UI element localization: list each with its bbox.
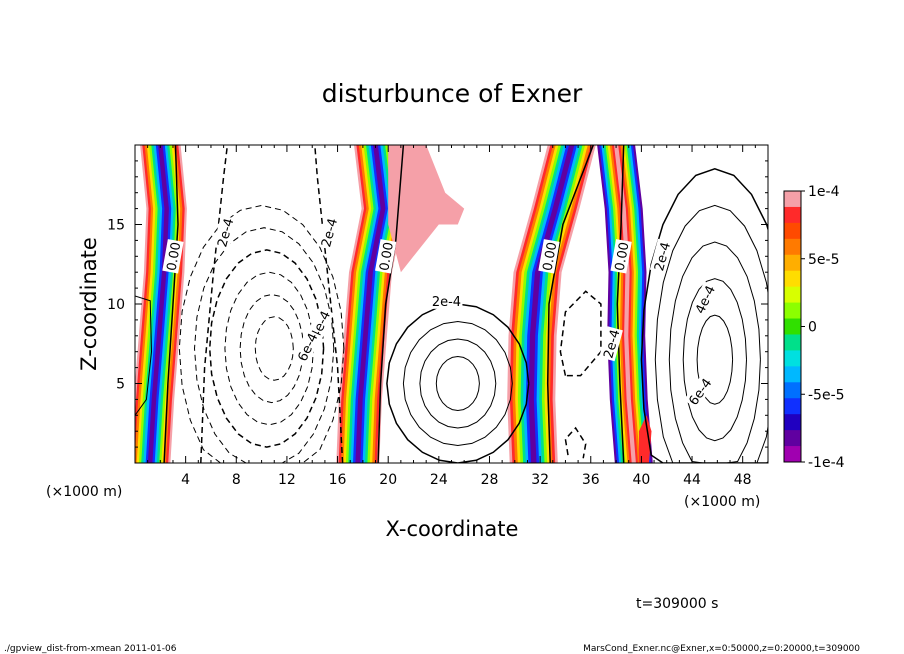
contour-label: 0.00 [377,241,397,272]
colorbar-segment [784,366,801,383]
colorbar-tick-label: 1e-4 [808,184,840,200]
colorbar-segment [784,254,801,272]
z-unit-label: (×1000 m) [684,494,760,510]
contour-label-bg [599,326,623,362]
contour-label: 0.00 [613,241,633,272]
contour-line [668,241,761,463]
x-unit-label: (×1000 m) [46,484,122,500]
contour-label-bg [430,292,463,309]
x-tick-label: 16 [329,472,347,488]
contour-label: 2e-4 [215,217,237,249]
contour-line [682,278,747,442]
exner-color-band [147,145,169,463]
colorbar-tick-label: 0 [808,320,817,336]
contour-line [559,290,602,377]
y-axis-label: Z-coordinate [77,237,101,371]
exner-color-band [523,145,580,463]
contour-label-bg [690,281,719,318]
contour-line [200,145,229,463]
colorbar-tick-label: -1e-4 [808,455,845,471]
contour-line [640,168,768,463]
contour-line [377,145,405,463]
colorbar: 1e-4 5e-5 0 -5e-5 -1e-4 [783,184,845,471]
footer-left: ./gpview_dist-from-xmean 2011-01-06 [4,644,177,654]
contour-line [696,314,734,405]
contour-label-bg [162,239,184,274]
contour-line [254,316,294,381]
x-axis-label: X-coordinate [386,517,519,541]
contour-line [208,249,325,448]
colorbar-segment [784,446,801,463]
z-tick-label: 15 [107,218,125,234]
contour-line [435,355,480,412]
colorbar-segment [784,191,801,208]
contour-label: 2e-4 [601,328,623,360]
exner-color-band [355,145,386,463]
x-tick-label: 24 [430,472,448,488]
colorbar-tick-label: -5e-5 [808,387,845,403]
x-tick-label: 4 [181,472,190,488]
x-tick-label: 36 [582,472,600,488]
contour-label: 0.00 [165,241,185,272]
contour-label-bg [375,239,397,274]
x-tick-label: 44 [683,472,701,488]
contour-line [402,320,513,447]
contour-label: 2e-4 [319,217,341,249]
contour-label: 0.00 [541,241,561,272]
contour-label-bg [538,239,560,274]
x-tick-label: 32 [531,472,549,488]
time-label: t=309000 s [636,596,718,612]
contour-line [616,145,625,463]
x-tick-label: 8 [232,472,241,488]
colorbar-segment [784,286,801,304]
colorbar-segment [784,238,801,256]
colorbar-segment [784,414,801,431]
contour-line [419,338,497,429]
x-tick-label: 28 [481,472,499,488]
exner-color-band [528,145,575,463]
x-tick-label: 12 [278,472,296,488]
z-tick-label: 5 [116,377,125,393]
colorbar-segment [784,270,801,288]
contour-label-bg [683,373,716,410]
x-tick-label: 20 [379,472,397,488]
colorbar-segment [784,382,801,399]
colorbar-segment [784,350,801,367]
colorbar-segment [784,398,801,415]
colorbar-segment [784,302,801,320]
contour-line [386,303,530,463]
colorbar-segment [784,334,801,351]
contour-line [239,293,304,404]
colorbar-segment [784,430,801,447]
x-tick-label: 48 [734,472,752,488]
footer-right: MarsCond_Exner.nc@Exner,x=0:50000,z=0:20… [583,644,860,654]
exner-color-band [614,145,636,463]
contour-label: 2e-4 [652,241,674,273]
exner-color-band [388,145,465,273]
contour-line [654,204,768,463]
contour-line [546,145,595,463]
x-tick-label: 40 [632,472,650,488]
contour-line [224,271,314,426]
contour-line [178,204,345,463]
colorbar-segment [784,206,801,224]
chart-title: disturbunce of Exner [322,79,583,108]
contour-label-bg [293,329,322,365]
contour-line [314,145,344,463]
z-tick-label: 10 [107,297,125,313]
contour-label: 2e-4 [432,295,461,310]
contour-label-bg [213,214,237,250]
colorbar-segment [784,318,801,335]
contour-line [163,145,179,463]
contour-field [135,145,768,463]
contour-line [193,227,335,463]
contour-line [564,426,587,459]
contour-label-bg [610,239,632,274]
exner-color-band [638,415,652,463]
contour-line [135,295,153,416]
colorbar-tick-label: 5e-5 [808,252,839,268]
colorbar-segment [784,222,801,240]
